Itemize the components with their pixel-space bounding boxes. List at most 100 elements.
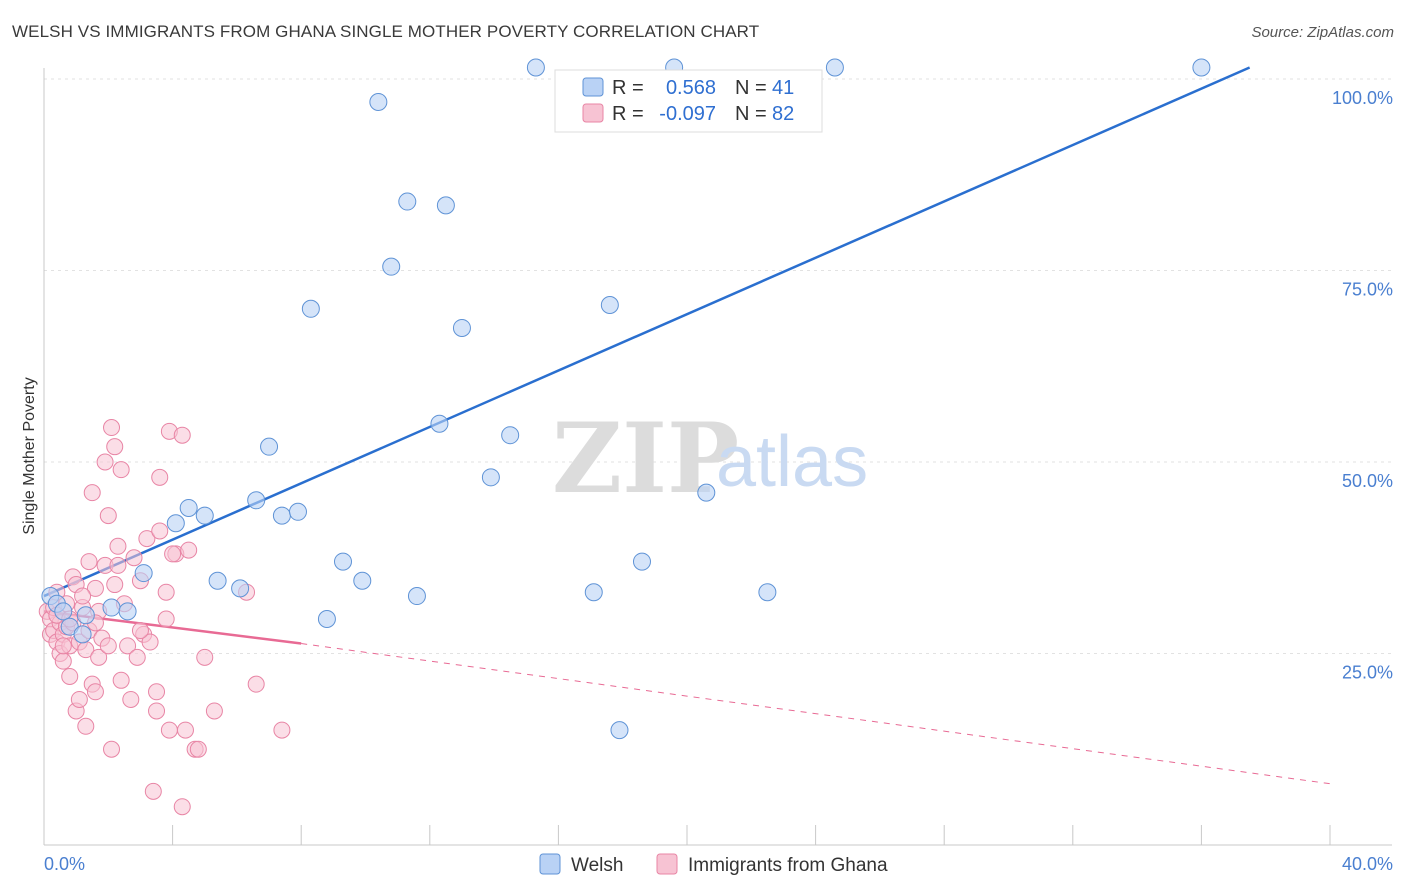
ghana-point <box>128 648 146 666</box>
welsh-point <box>610 721 629 740</box>
ghana-point <box>90 648 108 666</box>
ghana-point <box>112 671 130 689</box>
ghana-point <box>86 683 104 701</box>
ghana-point <box>173 426 191 444</box>
ghana-point <box>125 549 143 567</box>
welsh-point <box>260 437 279 456</box>
welsh-point <box>526 58 545 77</box>
welsh-point <box>76 606 95 625</box>
welsh-point <box>758 583 777 602</box>
ghana-point <box>247 675 265 693</box>
ghana-point <box>151 522 169 540</box>
ghana-trend-extension <box>301 643 1331 785</box>
welsh-point <box>179 498 198 517</box>
x-tick-max: 40.0% <box>1342 854 1393 874</box>
legend-ghana-n-value: 82 <box>772 103 794 125</box>
ghana-point <box>109 537 127 555</box>
welsh-point <box>481 468 500 487</box>
ghana-point <box>160 721 178 739</box>
series-welsh <box>41 58 1211 740</box>
bottom-legend-welsh-label: Welsh <box>571 855 623 876</box>
series-ghana <box>38 419 291 816</box>
y-tick-label: 75.0% <box>1342 280 1393 300</box>
ghana-point <box>99 507 117 525</box>
ghana-point <box>119 637 137 655</box>
ghana-point <box>196 648 214 666</box>
ghana-point <box>273 721 291 739</box>
ghana-point <box>103 740 121 758</box>
bottom-legend-ghana-label: Immigrants from Ghana <box>688 855 888 876</box>
legend-welsh-r-label: R = <box>612 77 644 99</box>
ghana-point <box>112 461 130 479</box>
y-tick-label: 25.0% <box>1342 663 1393 683</box>
axes <box>43 68 1392 846</box>
ghana-point <box>122 690 140 708</box>
ghana-point <box>189 740 207 758</box>
x-tick-min: 0.0% <box>44 854 85 874</box>
welsh-point <box>272 506 291 525</box>
ghana-point <box>103 419 121 437</box>
ghana-point <box>144 782 162 800</box>
welsh-point <box>317 610 336 629</box>
welsh-point <box>382 257 401 276</box>
ghana-point <box>106 576 124 594</box>
source-label: Source: ZipAtlas.com <box>1251 24 1394 41</box>
y-tick-label: 100.0% <box>1332 88 1393 108</box>
welsh-point <box>452 318 471 337</box>
welsh-point <box>369 92 388 111</box>
welsh-point <box>697 483 716 502</box>
ghana-point <box>74 587 92 605</box>
welsh-point <box>398 192 417 211</box>
welsh-point <box>584 583 603 602</box>
legend-welsh-r-value: 0.568 <box>666 77 716 99</box>
welsh-point <box>1192 58 1211 77</box>
ghana-point <box>164 545 182 563</box>
legend-welsh-n-label: N = <box>735 77 767 99</box>
ghana-point <box>61 667 79 685</box>
ghana-point <box>176 721 194 739</box>
welsh-point <box>288 502 307 521</box>
ghana-point <box>83 484 101 502</box>
y-tick-labels: 25.0% 50.0% 75.0% 100.0% <box>1332 88 1393 683</box>
ghana-point <box>151 468 169 486</box>
ghana-point <box>77 717 95 735</box>
welsh-point <box>301 299 320 318</box>
y-tick-label: 50.0% <box>1342 471 1393 491</box>
welsh-point <box>407 587 426 606</box>
ghana-point <box>80 553 98 571</box>
welsh-point <box>134 564 153 583</box>
welsh-point <box>436 196 455 215</box>
bottom-legend: Welsh Immigrants from Ghana <box>539 853 888 876</box>
ghana-point <box>173 798 191 816</box>
ghana-point <box>70 690 88 708</box>
ghana-point <box>54 652 72 670</box>
ghana-point <box>157 583 175 601</box>
welsh-point <box>195 506 214 525</box>
ghana-point <box>141 633 159 651</box>
grid-lines <box>44 78 1392 654</box>
ghana-point <box>180 541 198 559</box>
welsh-point <box>118 602 137 621</box>
welsh-point <box>600 295 619 314</box>
legend-ghana-r-label: R = <box>612 103 644 125</box>
welsh-point <box>54 602 73 621</box>
welsh-point <box>166 514 185 533</box>
welsh-point <box>208 571 227 590</box>
legend-welsh-swatch <box>582 77 604 97</box>
welsh-point <box>247 491 266 510</box>
welsh-point <box>102 598 121 617</box>
y-axis-label: Single Mother Poverty <box>21 377 38 534</box>
watermark-atlas: atlas <box>716 422 868 502</box>
ghana-point <box>148 683 166 701</box>
ghana-point <box>99 637 117 655</box>
ghana-point <box>109 556 127 574</box>
ghana-point <box>138 530 156 548</box>
welsh-point <box>333 552 352 571</box>
welsh-trend-line <box>43 66 1251 598</box>
ghana-point <box>157 610 175 628</box>
legend-ghana-r-value: -0.097 <box>659 103 716 125</box>
welsh-point <box>825 58 844 77</box>
bottom-legend-ghana-swatch <box>656 853 678 875</box>
ghana-point <box>148 702 166 720</box>
